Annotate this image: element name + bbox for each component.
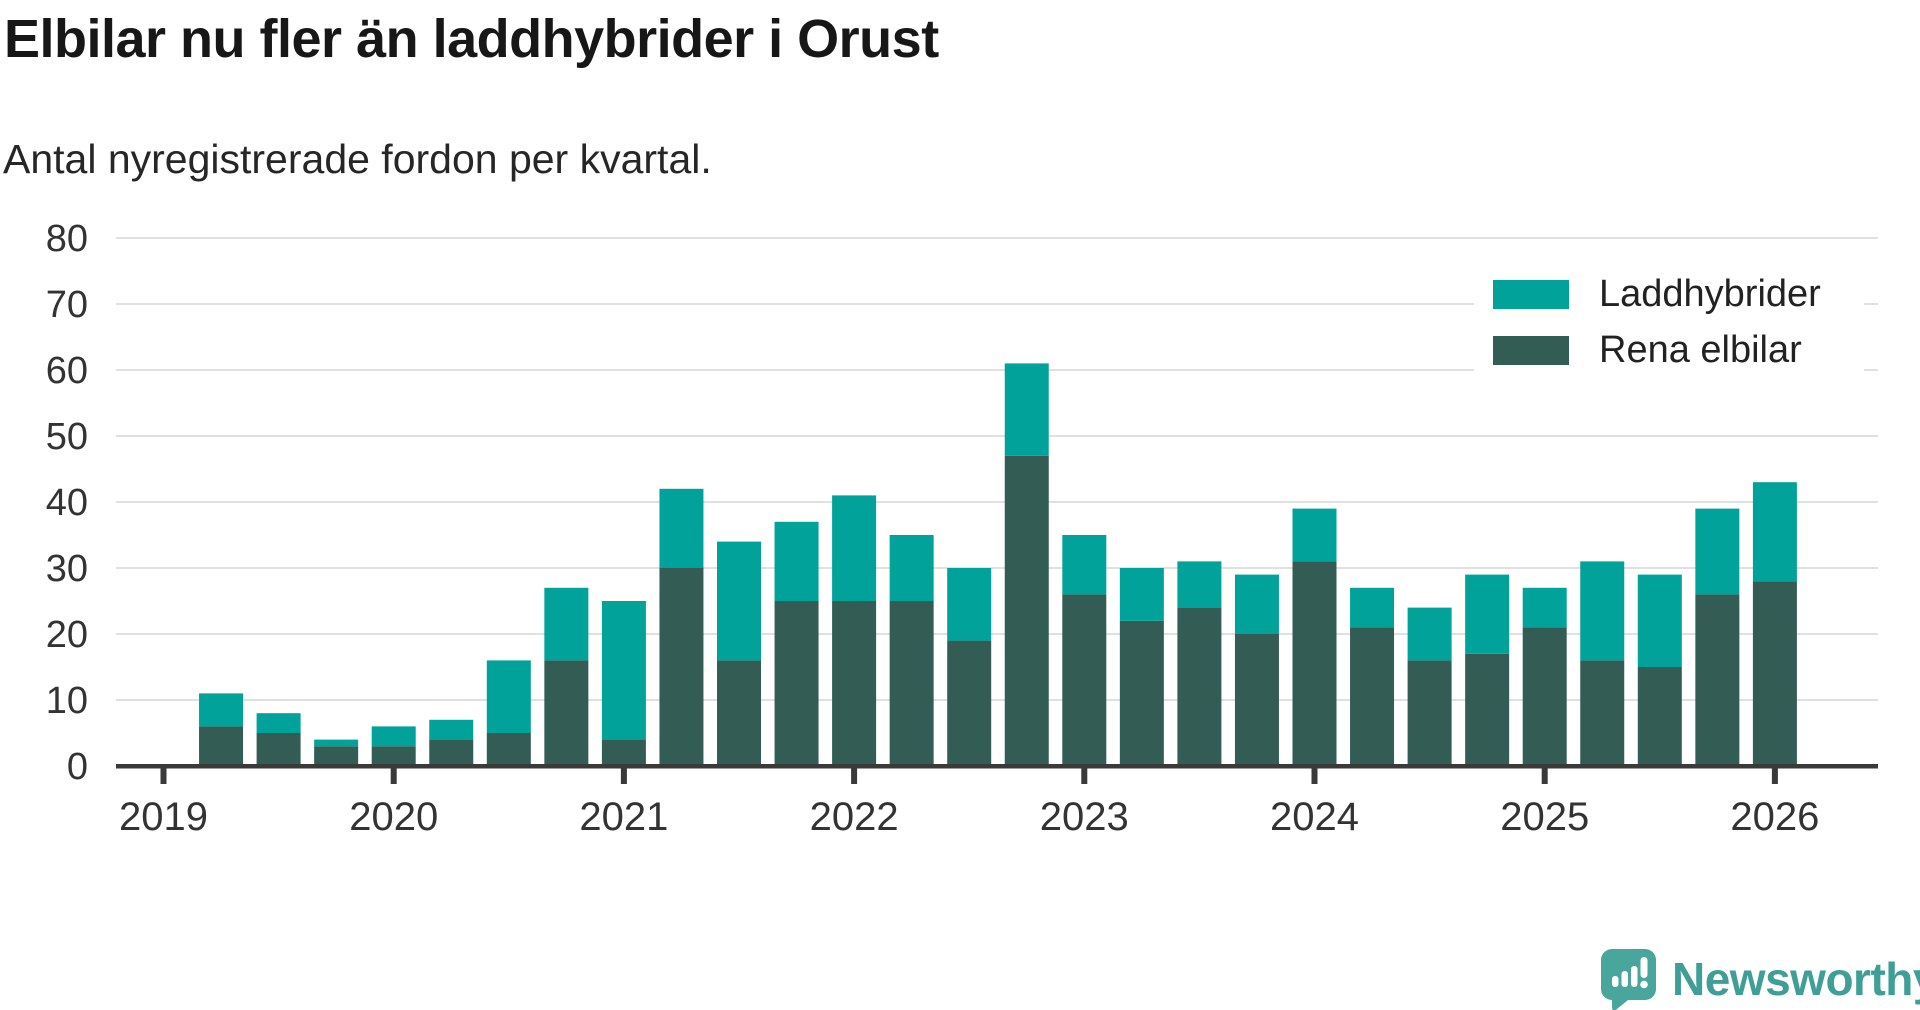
legend-label: Laddhybrider (1599, 273, 1821, 316)
x-tick-label-2024: 2024 (1270, 795, 1359, 839)
legend-item-rena-elbilar: Rena elbilar (1493, 336, 1802, 365)
bar-2019Q2-rena-elbilar (199, 726, 243, 766)
x-tick-label-2021: 2021 (579, 795, 668, 839)
bar-2019Q4-laddhybrider (314, 740, 358, 747)
bar-2023Q2-rena-elbilar (1120, 621, 1164, 766)
bar-2024Q3-laddhybrider (1408, 608, 1452, 661)
bar-2019Q3-laddhybrider (257, 713, 301, 733)
bar-2022Q3-laddhybrider (947, 568, 991, 641)
y-tick-label-10: 10 (46, 680, 88, 722)
bar-2023Q1-laddhybrider (1062, 535, 1106, 594)
bar-2026Q1-laddhybrider (1753, 482, 1797, 581)
x-tick-2026 (1772, 768, 1778, 784)
bar-2021Q2-rena-elbilar (659, 568, 703, 766)
chart-title: Elbilar nu fler än laddhybrider i Orust (4, 8, 939, 70)
bar-2020Q2-rena-elbilar (429, 740, 473, 766)
legend-label: Rena elbilar (1599, 329, 1802, 372)
bar-2021Q2-laddhybrider (659, 489, 703, 568)
bar-2025Q2-rena-elbilar (1580, 660, 1624, 766)
y-tick-label-70: 70 (46, 284, 88, 326)
chart-subtitle: Antal nyregistrerade fordon per kvartal. (3, 136, 712, 183)
y-tick-label-30: 30 (46, 548, 88, 590)
bar-2022Q4-rena-elbilar (1005, 456, 1049, 766)
bar-2025Q3-laddhybrider (1638, 575, 1682, 667)
bar-2023Q3-rena-elbilar (1177, 608, 1221, 766)
bar-2020Q2-laddhybrider (429, 720, 473, 740)
bar-2020Q3-laddhybrider (487, 660, 531, 733)
bar-2024Q4-rena-elbilar (1465, 654, 1509, 766)
x-tick-2020 (391, 768, 397, 784)
bar-2025Q1-rena-elbilar (1523, 627, 1567, 766)
bar-2019Q4-rena-elbilar (314, 746, 358, 766)
bar-2022Q1-laddhybrider (832, 495, 876, 601)
bar-2023Q1-rena-elbilar (1062, 594, 1106, 766)
newsworthy-brand: Newsworthy (1600, 948, 1920, 1010)
bar-2024Q2-rena-elbilar (1350, 627, 1394, 766)
bar-2025Q3-rena-elbilar (1638, 667, 1682, 766)
bar-2023Q2-laddhybrider (1120, 568, 1164, 621)
y-tick-label-20: 20 (46, 614, 88, 656)
bar-2025Q4-laddhybrider (1695, 509, 1739, 595)
bar-2025Q1-laddhybrider (1523, 588, 1567, 628)
y-tick-label-0: 0 (67, 746, 88, 788)
bar-2022Q3-rena-elbilar (947, 641, 991, 766)
bar-2024Q3-rena-elbilar (1408, 660, 1452, 766)
x-tick-label-2020: 2020 (349, 795, 438, 839)
bar-2020Q4-rena-elbilar (544, 660, 588, 766)
bar-2021Q1-laddhybrider (602, 601, 646, 740)
y-tick-label-40: 40 (46, 482, 88, 524)
legend: Laddhybrider Rena elbilar (1474, 262, 1864, 378)
bar-2025Q4-rena-elbilar (1695, 594, 1739, 766)
newsworthy-logo-icon (1600, 948, 1658, 1010)
bar-2022Q2-laddhybrider (890, 535, 934, 601)
y-tick-label-50: 50 (46, 416, 88, 458)
bar-2024Q2-laddhybrider (1350, 588, 1394, 628)
bar-2020Q4-laddhybrider (544, 588, 588, 661)
bar-2024Q1-rena-elbilar (1293, 561, 1337, 766)
x-tick-2025 (1542, 768, 1548, 784)
bar-2023Q4-rena-elbilar (1235, 634, 1279, 766)
bar-2022Q2-rena-elbilar (890, 601, 934, 766)
bar-2021Q1-rena-elbilar (602, 740, 646, 766)
x-tick-label-2022: 2022 (810, 795, 899, 839)
bar-2024Q4-laddhybrider (1465, 575, 1509, 654)
bar-2025Q2-laddhybrider (1580, 561, 1624, 660)
x-axis-line (116, 764, 1878, 769)
bar-2021Q3-laddhybrider (717, 542, 761, 661)
bar-2022Q4-laddhybrider (1005, 363, 1049, 455)
bar-2019Q3-rena-elbilar (257, 733, 301, 766)
x-tick-label-2025: 2025 (1500, 795, 1589, 839)
bar-2024Q1-laddhybrider (1293, 509, 1337, 562)
bar-2021Q3-rena-elbilar (717, 660, 761, 766)
x-tick-label-2019: 2019 (119, 795, 208, 839)
legend-item-laddhybrider: Laddhybrider (1493, 280, 1821, 309)
x-tick-label-2023: 2023 (1040, 795, 1129, 839)
x-tick-2021 (621, 768, 627, 784)
chart-card: 0 10 20 30 40 50 60 70 80 2019 2020 2021 2022 2023 202… (0, 0, 1920, 1010)
bar-2026Q1-rena-elbilar (1753, 581, 1797, 766)
bar-2023Q3-laddhybrider (1177, 561, 1221, 607)
bar-2021Q4-rena-elbilar (775, 601, 819, 766)
bar-2021Q4-laddhybrider (775, 522, 819, 601)
bar-2023Q4-laddhybrider (1235, 575, 1279, 634)
bar-2019Q2-laddhybrider (199, 693, 243, 726)
x-tick-label-2026: 2026 (1730, 795, 1819, 839)
y-tick-label-80: 80 (46, 218, 88, 260)
bar-2020Q1-laddhybrider (372, 726, 416, 746)
brand-name: Newsworthy (1672, 952, 1920, 1006)
legend-swatch-rena-elbilar-icon (1493, 336, 1569, 365)
bar-2020Q1-rena-elbilar (372, 746, 416, 766)
x-tick-2023 (1081, 768, 1087, 784)
bar-2020Q3-rena-elbilar (487, 733, 531, 766)
bar-2022Q1-rena-elbilar (832, 601, 876, 766)
y-tick-label-60: 60 (46, 350, 88, 392)
x-tick-2019 (161, 768, 167, 784)
x-tick-2022 (851, 768, 857, 784)
legend-swatch-laddhybrider-icon (1493, 280, 1569, 309)
x-tick-2024 (1312, 768, 1318, 784)
